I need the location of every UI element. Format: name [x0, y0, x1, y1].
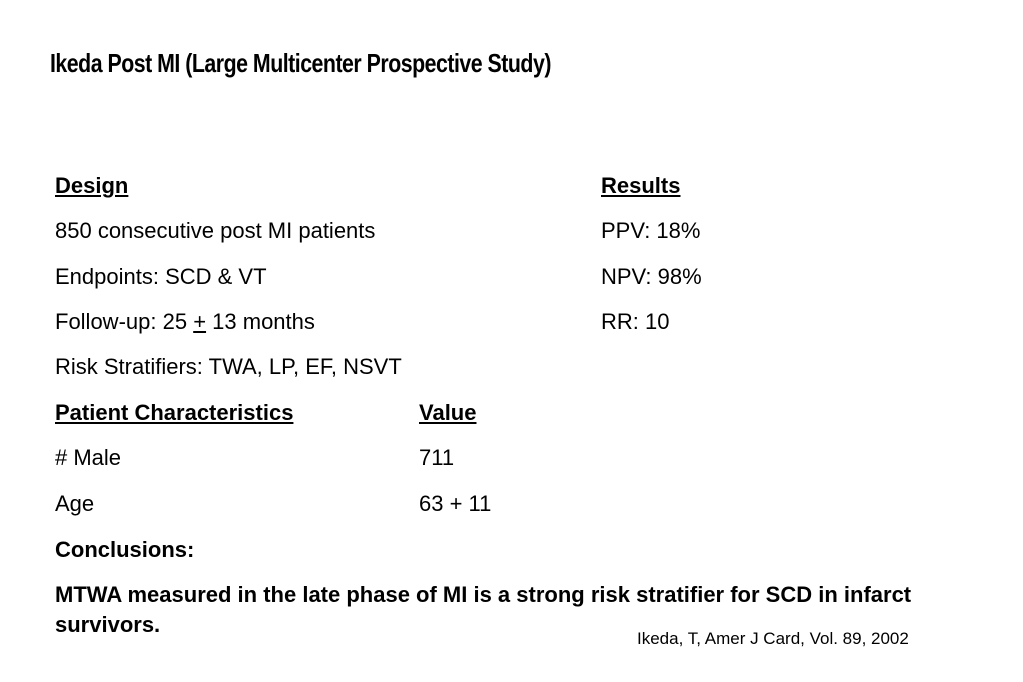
followup-prefix: Follow-up: 25: [55, 309, 194, 334]
slide-title: Ikeda Post MI (Large Multicenter Prospec…: [50, 48, 551, 78]
followup-suffix: 13 months: [206, 309, 315, 334]
citation: Ikeda, T, Amer J Card, Vol. 89, 2002: [637, 629, 909, 648]
characteristic-label: Age: [55, 491, 95, 516]
design-heading: Design: [55, 173, 129, 198]
characteristic-value: 63 + 11: [419, 491, 492, 516]
value-heading: Value: [419, 400, 477, 425]
characteristic-value: 711: [419, 445, 455, 470]
plus-minus-symbol: +: [193, 309, 207, 334]
design-patients: 850 consecutive post MI patients: [55, 218, 376, 243]
design-followup: Follow-up: 25 + 13 months: [55, 309, 315, 335]
conclusions-heading: Conclusions:: [55, 537, 195, 562]
result-rr: RR: 10: [601, 309, 670, 334]
characteristic-label: # Male: [55, 445, 122, 470]
design-risk-stratifiers: Risk Stratifiers: TWA, LP, EF, NSVT: [55, 354, 402, 379]
result-npv: NPV: 98%: [601, 264, 702, 289]
results-heading: Results: [601, 173, 681, 198]
design-endpoints: Endpoints: SCD & VT: [55, 264, 267, 289]
result-ppv: PPV: 18%: [601, 218, 701, 243]
patient-characteristics-heading: Patient Characteristics: [55, 400, 294, 425]
conclusions-text: MTWA measured in the late phase of MI is…: [55, 582, 912, 637]
